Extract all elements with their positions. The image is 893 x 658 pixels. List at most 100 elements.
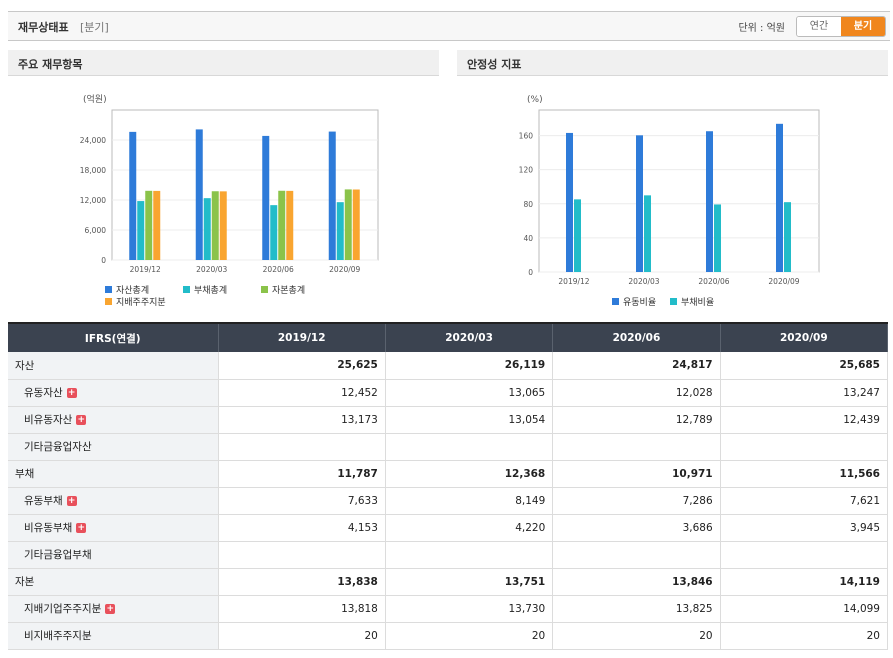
table-row: 유동부채 +7,633 8,149 7,286 7,621 [8,487,889,515]
y-axis-label: (%) [527,95,543,105]
period-toggle: 연간 분기 [796,16,886,37]
row-label: 기타금융업부채 [24,549,92,561]
legend-swatch [105,298,112,305]
bar [636,135,643,272]
plot-area [538,109,820,273]
bar [644,195,651,272]
row-label-cell: 기타금융업자산 [8,433,219,461]
value-cell [385,433,554,461]
right-panel-title: 안정성 지표 [457,50,888,76]
bar [153,190,161,260]
legend-swatch [670,298,677,305]
x-tick-label: 2020/03 [628,277,659,286]
row-label-cell[interactable]: 지배기업주주지분 + [8,595,219,623]
y-axis-label: (억원) [83,93,107,105]
annual-toggle-button[interactable]: 연간 [797,17,841,36]
value-cell: 13,247 [720,379,889,407]
bar [574,199,581,272]
bar [262,135,270,260]
x-tick-label: 2020/09 [329,265,360,274]
row-label: 유동자산 [24,387,63,399]
table-header-row: IFRS(연결) 2019/12 2020/03 2020/06 2020/09 [8,322,889,352]
table-row: 기타금융업자산 [8,433,889,461]
value-cell [552,541,721,569]
value-cell: 12,789 [552,406,721,434]
bar [137,201,145,260]
legend-label: 유동비율 [623,297,656,308]
expand-plus-icon[interactable]: + [66,388,77,398]
table-row: 기타금융업부채 [8,541,889,569]
row-label: 비유동부채 [24,522,73,534]
financial-items-chart: (억원) 0 6,000 12,000 18,000 24,000 2019/12 2020/… [8,78,439,318]
header-cell: 2020/09 [720,322,889,352]
row-label-cell: 자산 [8,352,219,380]
y-tick-label: 0 [101,256,106,265]
bar [145,190,153,260]
row-label: 부채 [15,468,35,480]
row-label-cell[interactable]: 유동부채 + [8,487,219,515]
value-cell: 4,153 [218,514,386,542]
bar [278,190,286,260]
value-cell: 25,625 [218,352,386,380]
value-cell [385,541,554,569]
legend-swatch [183,286,190,293]
x-tick-label: 2019/12 [558,277,589,286]
value-cell: 13,846 [552,568,721,596]
financial-items-chart-svg: (억원) 0 6,000 12,000 18,000 24,000 2019/12 2020/… [80,93,379,308]
bar [270,205,278,260]
left-panel-title: 주요 재무항목 [8,50,439,76]
header-cell: 2019/12 [218,322,386,352]
value-cell: 13,751 [385,568,554,596]
value-cell: 20 [218,622,386,650]
value-cell: 24,817 [552,352,721,380]
value-cell: 3,945 [720,514,889,542]
expand-plus-icon[interactable]: + [76,523,87,533]
quarter-toggle-button[interactable]: 분기 [841,17,885,36]
stability-chart: (%) 0 40 80 120 160 2019/12 2020/03 2020/06 2020/… [457,78,888,318]
table-row: 비유동자산 +13,173 13,054 12,789 12,439 [8,406,889,434]
x-tick-label: 2020/09 [768,277,799,286]
value-cell: 14,119 [720,568,889,596]
row-label-cell[interactable]: 비유동자산 + [8,406,219,434]
bar [203,198,211,260]
legend-swatch [612,298,619,305]
value-cell: 7,633 [218,487,386,515]
bar [211,191,219,260]
value-cell: 12,368 [385,460,554,488]
legend-label: 지배주주지분 [116,297,166,308]
legend-label: 부채총계 [194,284,227,296]
statement-header: 재무상태표 [분기] 단위 : 억원 연간 분기 [8,11,890,41]
y-tick-label: 120 [519,166,534,175]
bar [195,129,203,260]
value-cell: 7,621 [720,487,889,515]
y-tick-label: 40 [523,234,533,243]
row-label-cell[interactable]: 유동자산 + [8,379,219,407]
y-tick-label: 0 [528,268,533,277]
bar [566,132,573,272]
legend-label: 부채비율 [681,297,714,308]
y-tick-label: 24,000 [80,136,106,145]
expand-plus-icon[interactable]: + [76,415,87,425]
bar [219,191,227,260]
x-tick-label: 2020/06 [263,265,294,274]
page-title: 재무상태표 [18,21,69,34]
x-tick-label: 2020/03 [196,265,227,274]
y-tick-label: 18,000 [80,166,106,175]
bar [328,131,336,260]
expand-plus-icon[interactable]: + [105,604,116,614]
row-label-cell: 비지배주주지분 [8,622,219,650]
row-label: 자산 [15,359,35,372]
row-label-cell: 자본 [8,568,219,596]
expand-plus-icon[interactable]: + [66,496,77,506]
value-cell: 25,685 [720,352,889,380]
row-label-cell[interactable]: 비유동부채 + [8,514,219,542]
value-cell [218,433,386,461]
stability-chart-svg: (%) 0 40 80 120 160 2019/12 2020/03 2020/06 2020/… [519,95,820,308]
value-cell: 11,566 [720,460,889,488]
value-cell: 8,149 [385,487,554,515]
row-label: 비유동자산 [24,414,73,426]
period-tag: [분기] [80,21,109,34]
value-cell: 12,452 [218,379,386,407]
value-cell: 12,028 [552,379,721,407]
value-cell: 7,286 [552,487,721,515]
